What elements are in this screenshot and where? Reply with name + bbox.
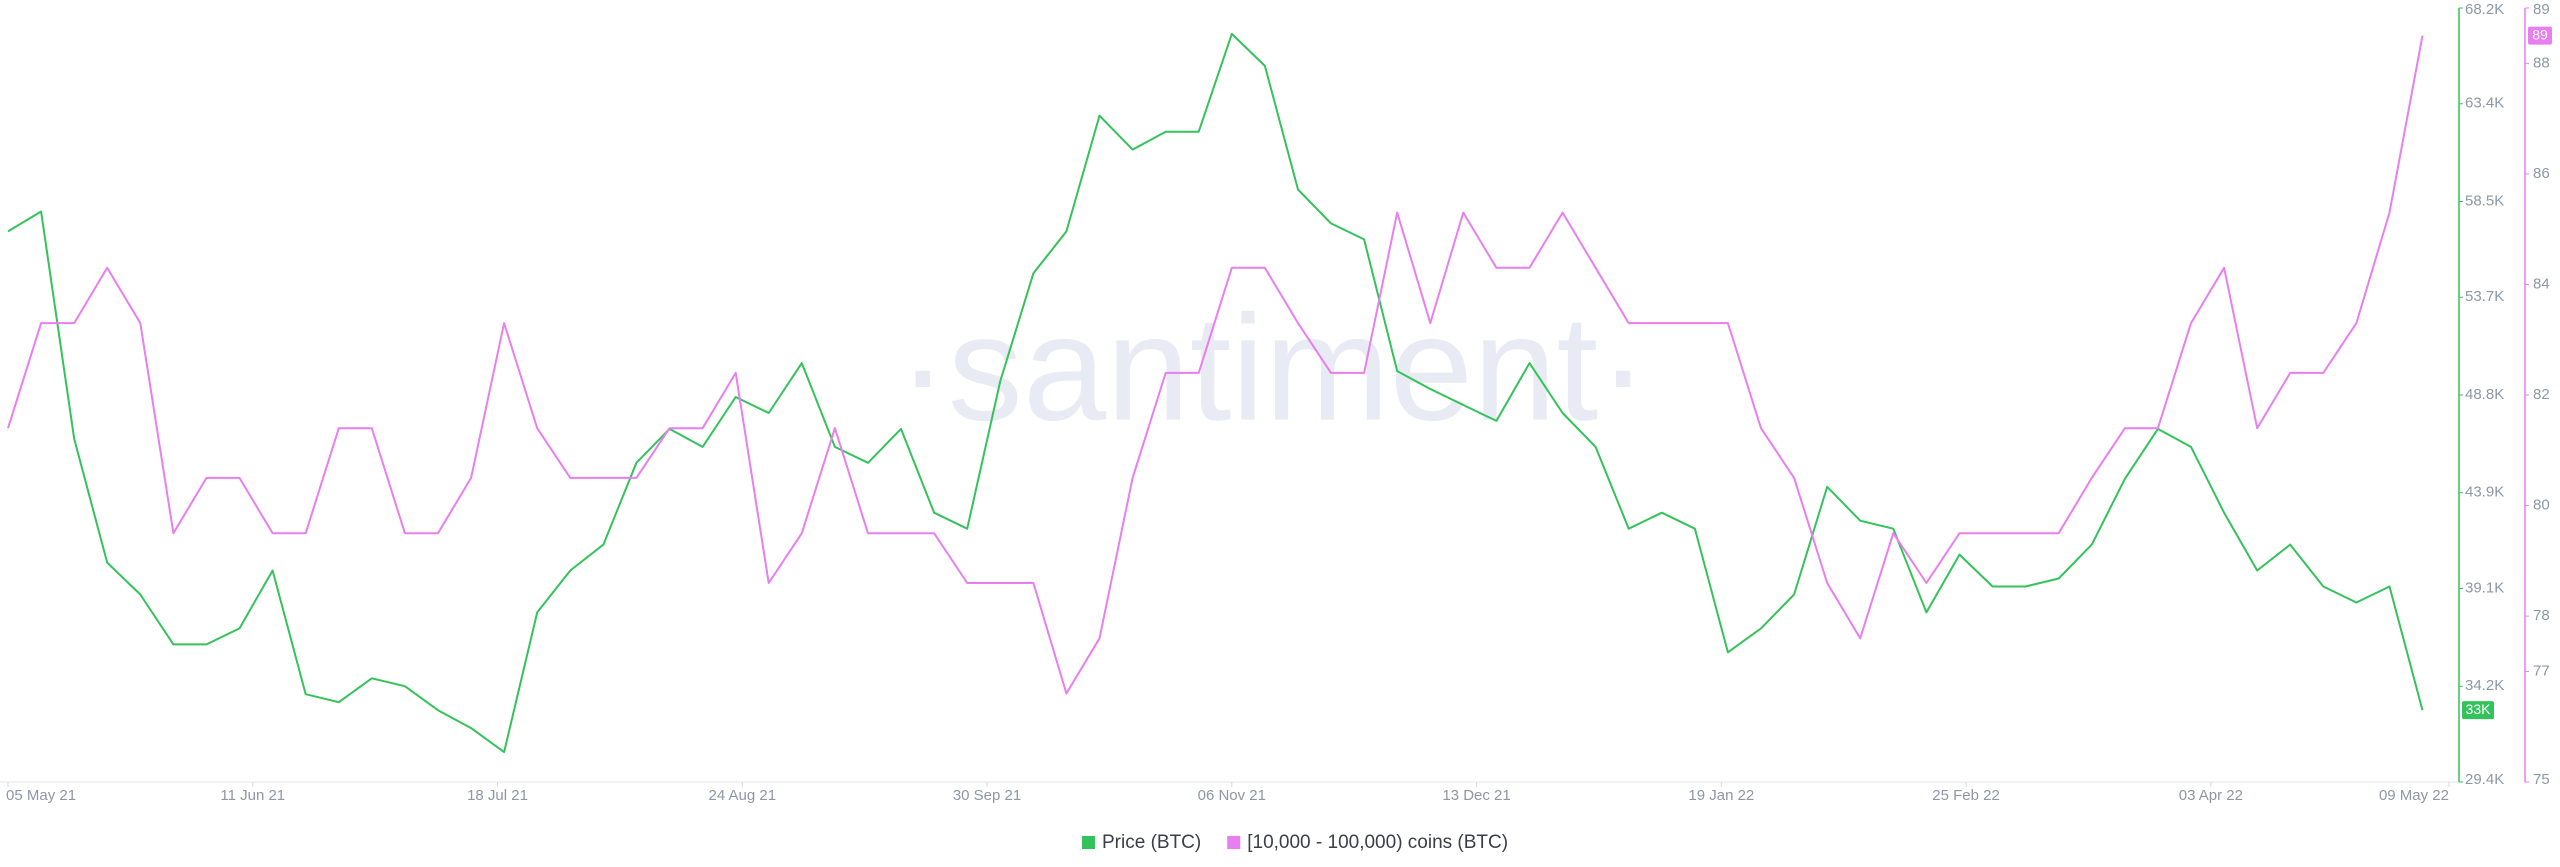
y2-tick-label: 78 — [2533, 607, 2550, 624]
badge-bg — [2462, 701, 2494, 720]
y2-tick-label: 82 — [2533, 386, 2550, 403]
x-tick-label: 09 May 22 — [2379, 787, 2449, 804]
series-line — [7, 35, 2424, 695]
y-tick-label: 39.1K — [2465, 579, 2504, 596]
y-tick-label: 68.2K — [2465, 1, 2504, 18]
x-tick-label: 30 Sep 21 — [953, 787, 1021, 804]
y2-tick-label: 89 — [2533, 1, 2550, 18]
y-tick-label: 43.9K — [2465, 484, 2504, 501]
last-value-badge: 33K — [2462, 701, 2494, 720]
badge-bg — [2528, 26, 2552, 45]
x-tick-label: 06 Nov 21 — [1198, 787, 1266, 804]
y-tick-label: 29.4K — [2465, 771, 2504, 788]
badge-text: 33K — [2466, 701, 2492, 717]
legend-text: Price (BTC) — [1102, 832, 1201, 853]
series-line — [7, 32, 2424, 754]
y2-tick-label: 80 — [2533, 497, 2550, 514]
y-tick-label: 63.4K — [2465, 95, 2504, 112]
y2-tick-label: 75 — [2533, 771, 2550, 788]
y-tick-label: 58.5K — [2465, 192, 2504, 209]
y2-tick-label: 88 — [2533, 54, 2550, 71]
badge-text: 89 — [2532, 26, 2548, 42]
x-tick-label: 05 May 21 — [6, 787, 76, 804]
y2-tick-label: 86 — [2533, 165, 2550, 182]
x-tick-label: 11 Jun 21 — [220, 787, 285, 804]
x-tick-label: 03 Apr 22 — [2179, 787, 2243, 804]
last-value-badge: 89 — [2528, 26, 2552, 45]
x-tick-label: 18 Jul 21 — [467, 787, 528, 804]
x-tick-label: 25 Feb 22 — [1932, 787, 2000, 804]
x-tick-label: 24 Aug 21 — [708, 787, 776, 804]
x-tick-label: 19 Jan 22 — [1688, 787, 1754, 804]
legend-text: [10,000 - 100,000) coins (BTC) — [1247, 832, 1508, 853]
y-tick-label: 34.2K — [2465, 677, 2504, 694]
y2-tick-label: 84 — [2533, 275, 2550, 292]
y-tick-label: 48.8K — [2465, 386, 2504, 403]
y-tick-label: 53.7K — [2465, 288, 2504, 305]
watermark: ·santiment· — [898, 284, 1648, 452]
legend-swatch — [1082, 836, 1095, 849]
y2-tick-label: 77 — [2533, 662, 2550, 679]
x-tick-label: 13 Dec 21 — [1442, 787, 1510, 804]
legend-swatch — [1227, 836, 1241, 849]
